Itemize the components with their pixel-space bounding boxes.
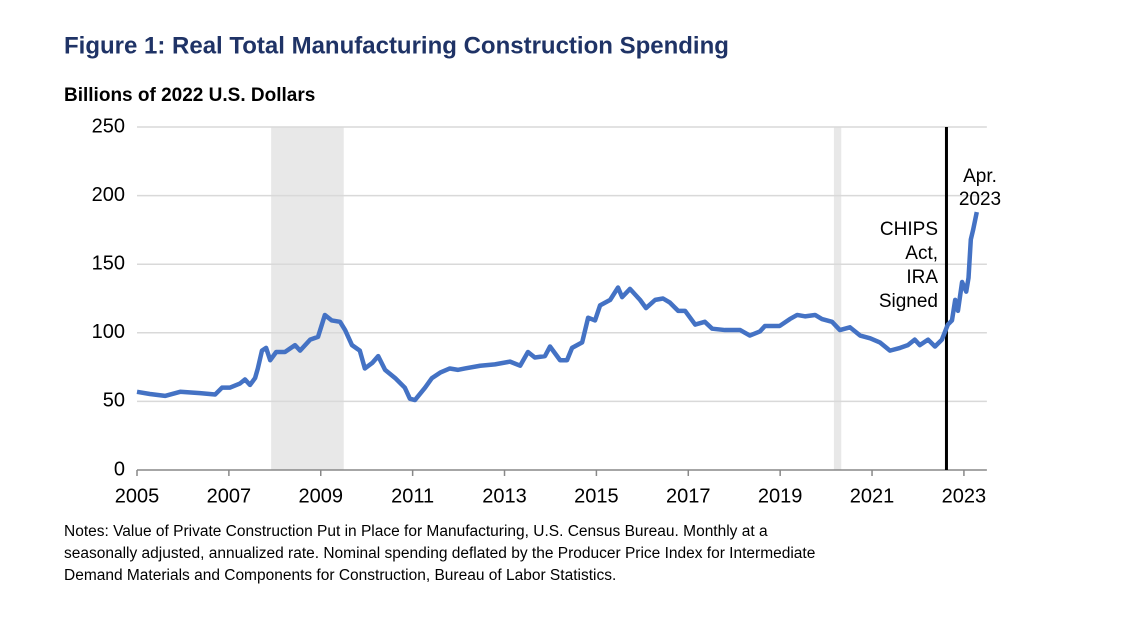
x-tick-label: 2017 bbox=[666, 485, 711, 507]
x-tick-label: 2011 bbox=[391, 485, 434, 507]
x-tick-label: 2009 bbox=[299, 485, 344, 507]
annotation: 2023 bbox=[959, 189, 1001, 210]
x-tick-label: 2007 bbox=[207, 485, 252, 507]
recession-band bbox=[833, 127, 842, 470]
note: Demand Materials and Components for Cons… bbox=[64, 567, 616, 584]
annotation: IRA bbox=[906, 267, 938, 288]
y-tick-label: 200 bbox=[92, 184, 125, 206]
y-tick-label: 250 bbox=[92, 115, 125, 137]
annotation: Apr. bbox=[963, 166, 997, 187]
subtitle: Billions of 2022 U.S. Dollars bbox=[64, 85, 315, 106]
annotation: CHIPS bbox=[880, 219, 938, 240]
note: Notes: Value of Private Construction Put… bbox=[64, 523, 768, 540]
x-tick-label: 2023 bbox=[942, 485, 987, 507]
note: seasonally adjusted, annualized rate. No… bbox=[64, 545, 815, 562]
data-line bbox=[136, 211, 979, 403]
y-tick-label: 50 bbox=[103, 390, 125, 412]
recession-band bbox=[271, 127, 344, 470]
chart-title: Figure 1: Real Total Manufacturing Const… bbox=[64, 32, 729, 59]
y-tick-label: 100 bbox=[92, 321, 125, 343]
x-tick-label: 2005 bbox=[115, 485, 160, 507]
annotation: Act, bbox=[905, 243, 938, 264]
x-tick-label: 2015 bbox=[574, 485, 619, 507]
y-tick-label: 0 bbox=[114, 458, 125, 480]
x-tick-label: 2021 bbox=[850, 485, 895, 507]
y-tick-label: 150 bbox=[92, 252, 125, 274]
x-tick-label: 2019 bbox=[758, 485, 803, 507]
x-tick-label: 2013 bbox=[482, 485, 527, 507]
annotation: Signed bbox=[879, 291, 938, 312]
